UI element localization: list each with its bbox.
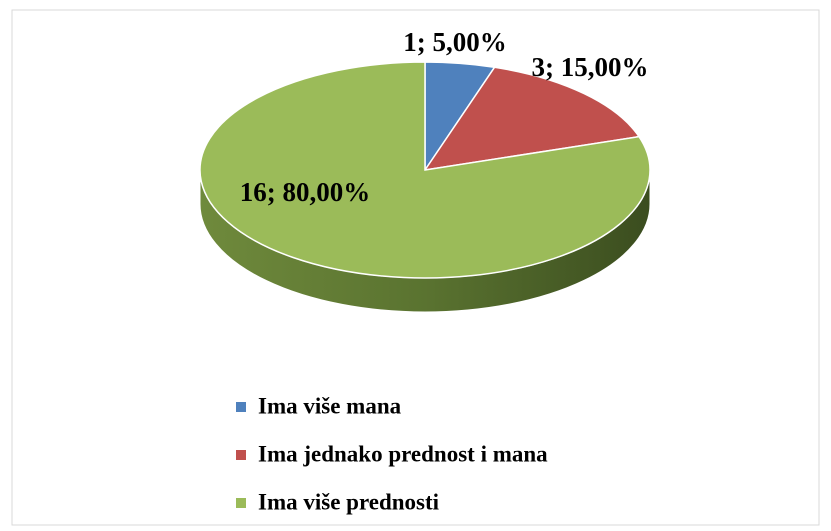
data-label: 16; 80,00% [240, 177, 371, 207]
legend-label: Ima jednako prednost i mana [258, 441, 548, 466]
legend-label: Ima više prednosti [258, 489, 440, 514]
legend-swatch [236, 498, 246, 508]
data-label: 3; 15,00% [532, 52, 649, 82]
pie [199, 61, 651, 313]
pie-slice [199, 61, 651, 279]
legend: Ima više mana Ima jednako prednost i mana… [236, 393, 548, 514]
legend-swatch [236, 450, 246, 460]
legend-label: Ima više mana [258, 393, 402, 418]
data-labels: 1; 5,00% 3; 15,00% 16; 80,00% [240, 27, 649, 207]
legend-swatch [236, 402, 246, 412]
data-label: 1; 5,00% [403, 27, 507, 57]
